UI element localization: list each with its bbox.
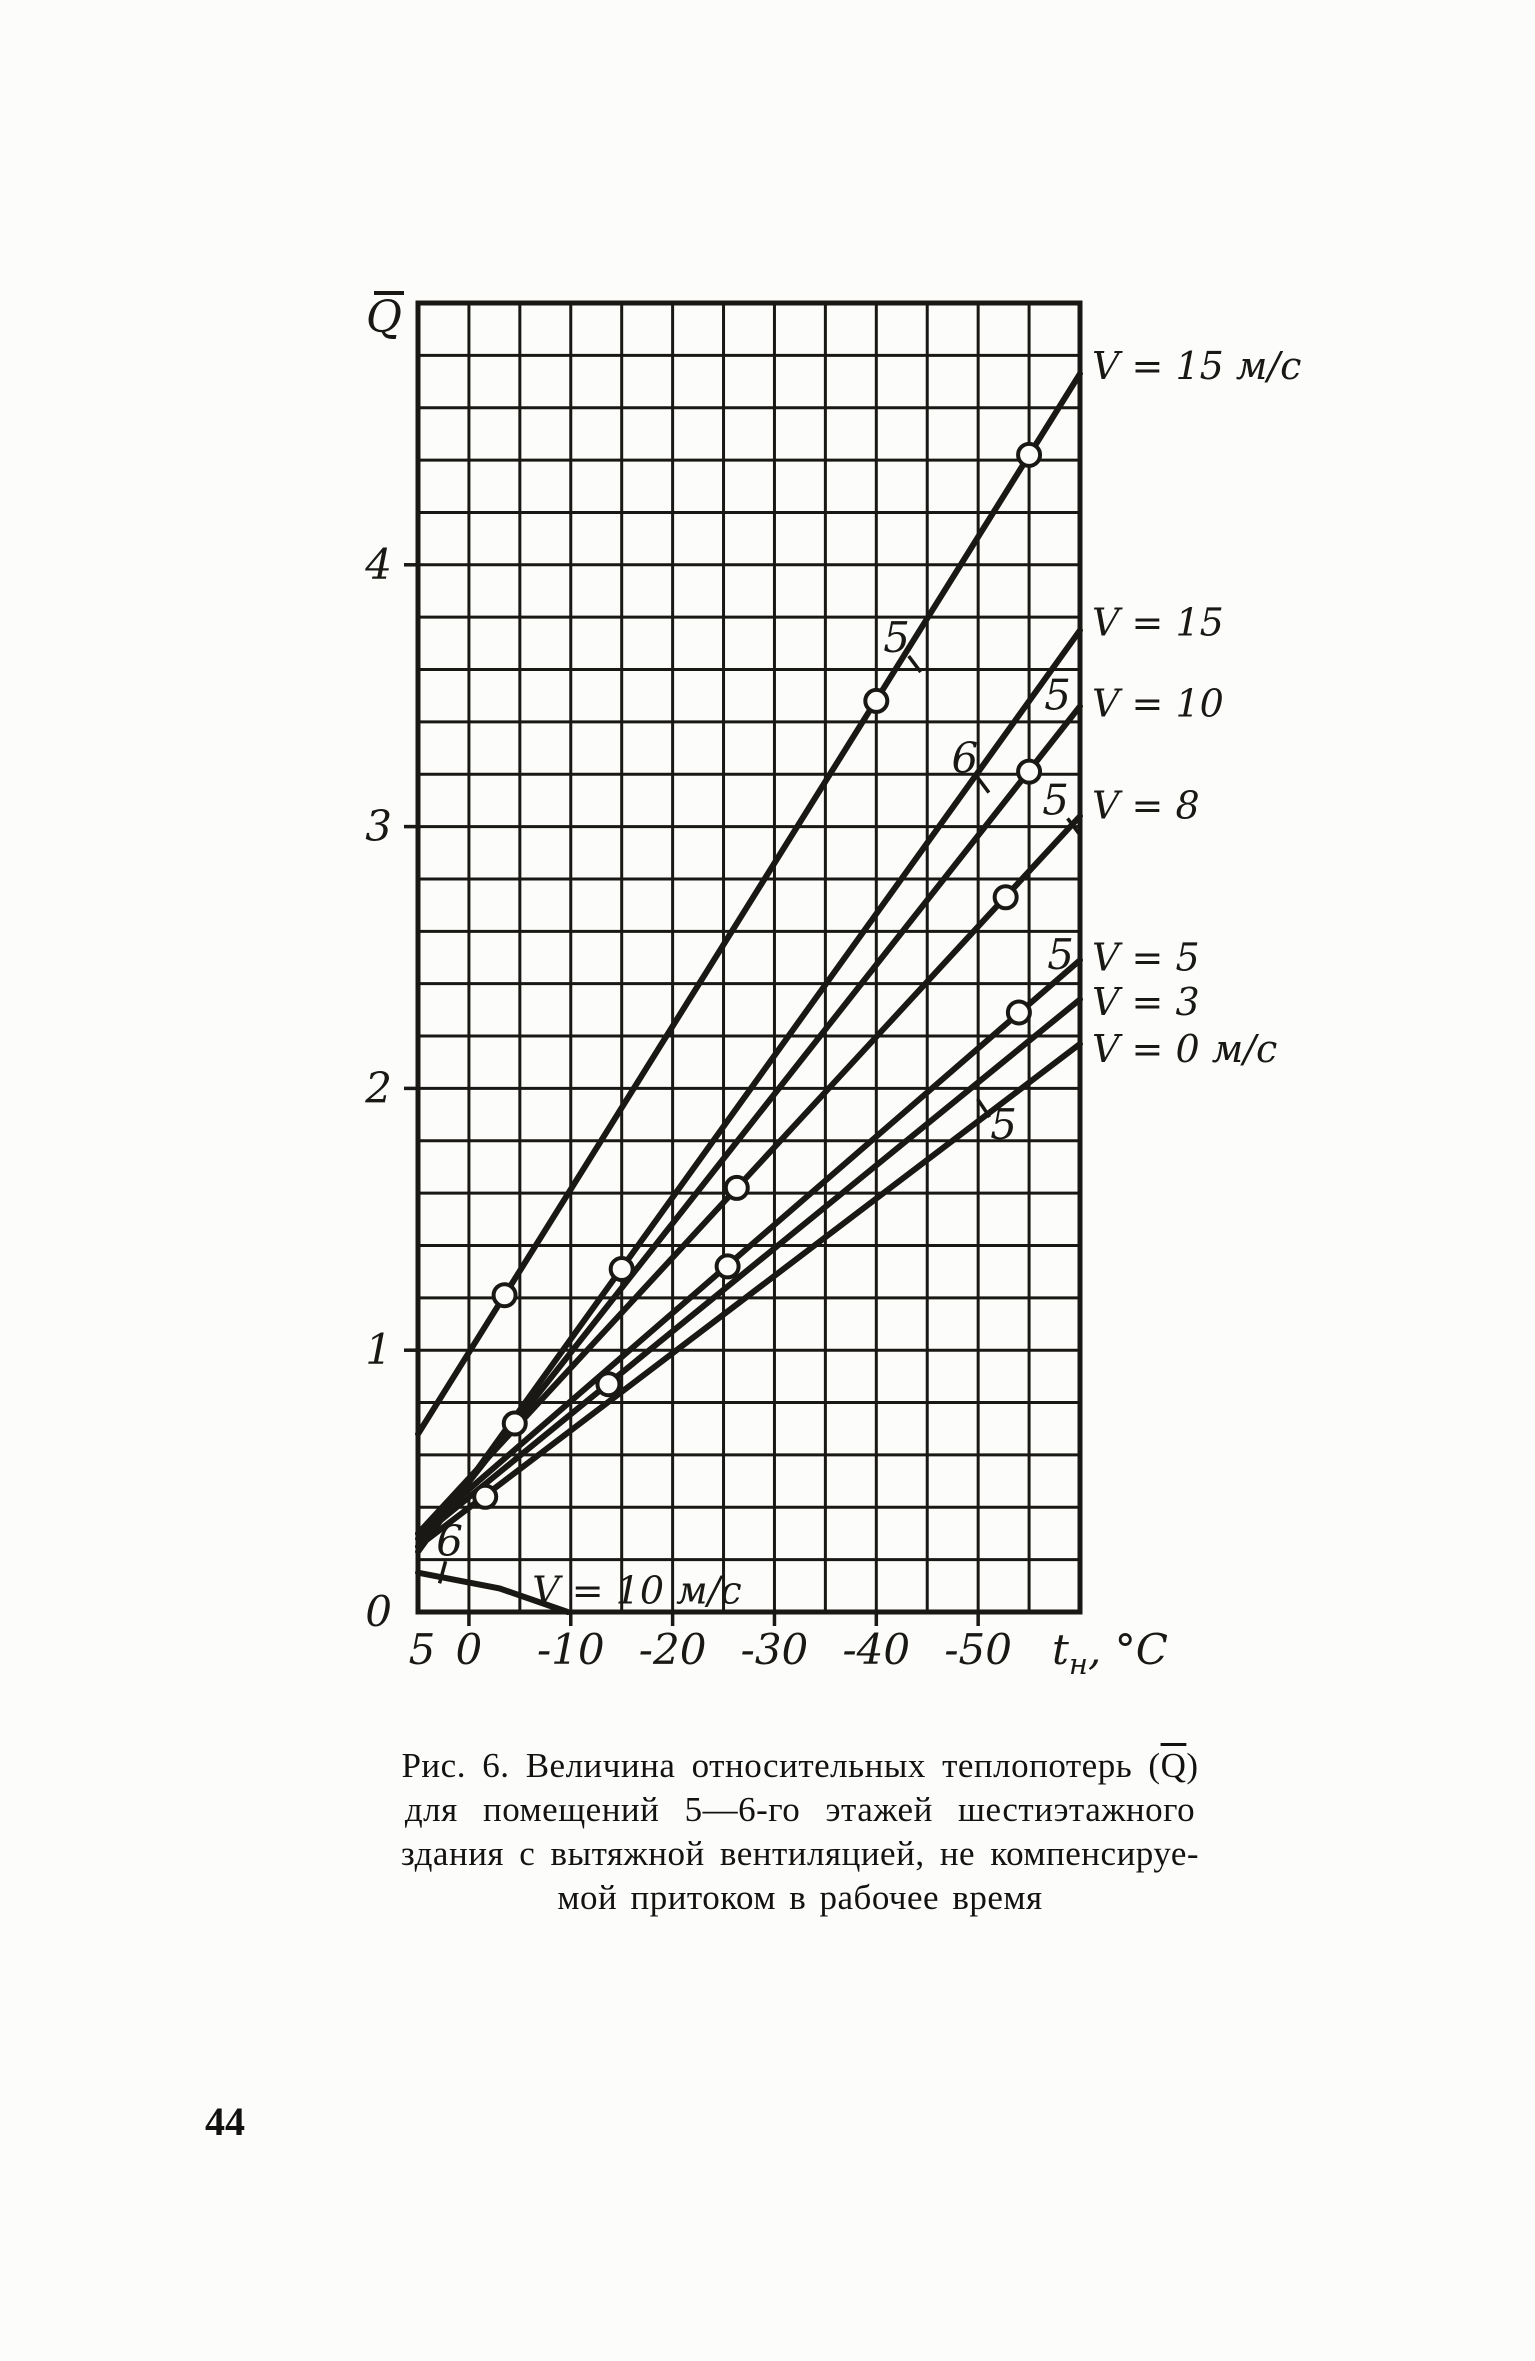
curve-floor6-v10-bottom bbox=[415, 1569, 571, 1615]
caption-line-1-text: Рис. 6. Величина относительных теплопоте… bbox=[401, 1746, 1161, 1785]
annotation-leader bbox=[976, 1098, 992, 1119]
caption-line-1: Рис. 6. Величина относительных теплопоте… bbox=[300, 1744, 1300, 1788]
caption-line-4: мой притоком в рабочее время bbox=[557, 1878, 1043, 1917]
curve-floor-v3 bbox=[415, 996, 1083, 1542]
data-point-marker bbox=[723, 1174, 750, 1201]
caption-line-3: здания с вытяжной вентиляцией, не компен… bbox=[400, 1834, 1200, 1873]
curve-floor5-v10 bbox=[415, 703, 1083, 1550]
curve-annotation: 5 bbox=[990, 1100, 1017, 1149]
y-tick-label: 4 bbox=[364, 540, 392, 589]
data-point-marker bbox=[1005, 999, 1032, 1026]
caption-line-2: для помещений 5—6-го этажей шестиэтажног… bbox=[404, 1790, 1196, 1829]
series-label-floor-v3: V = 3 bbox=[1092, 980, 1200, 1024]
caption-line-1-close: ) bbox=[1186, 1746, 1199, 1785]
annotation-leader bbox=[437, 1560, 448, 1584]
annotation-leader bbox=[907, 655, 923, 674]
x-tick-label: -20 bbox=[639, 1625, 707, 1674]
data-point-marker bbox=[595, 1371, 622, 1398]
curve-floor5-v15 bbox=[415, 370, 1083, 1437]
data-point-marker bbox=[1016, 441, 1043, 468]
data-point-marker bbox=[472, 1483, 499, 1510]
x-tick-label: 0 bbox=[456, 1625, 483, 1674]
series-label-floor5-v15: V = 15 м/с bbox=[1092, 344, 1301, 388]
y-axis-title: Q bbox=[366, 292, 402, 343]
series-label-floor5-v5: V = 5 bbox=[1092, 936, 1200, 980]
x-tick-label: -30 bbox=[741, 1625, 809, 1674]
curve-annotation: 5 bbox=[883, 613, 910, 662]
series-label-floor5-v10: V = 10 bbox=[1092, 682, 1224, 726]
curve-annotation: V = 10 м/с bbox=[532, 1569, 741, 1613]
x-tick-label: -50 bbox=[944, 1625, 1012, 1674]
curve-annotation: 6 bbox=[436, 1516, 463, 1565]
curve-annotation: 5 bbox=[1044, 671, 1071, 720]
series-label-floor6-v15: V = 15 bbox=[1092, 600, 1224, 644]
figure-caption: Рис. 6. Величина относительных теплопоте… bbox=[300, 1744, 1300, 1920]
curve-annotation: 5 bbox=[1047, 930, 1074, 979]
caption-q-symbol: Q bbox=[1160, 1746, 1187, 1785]
series-label-floor5-v8: V = 8 bbox=[1092, 784, 1200, 828]
annotation-leader bbox=[975, 775, 991, 794]
x-tick-label: -40 bbox=[842, 1625, 910, 1674]
data-point-marker bbox=[501, 1410, 528, 1437]
y-tick-label: 2 bbox=[364, 1063, 392, 1112]
page-number: 44 bbox=[205, 2099, 245, 2144]
curve-annotation: 5 bbox=[1042, 775, 1069, 824]
annotation-leader bbox=[1066, 817, 1081, 836]
data-point-marker bbox=[491, 1282, 518, 1309]
y-tick-label: 1 bbox=[365, 1325, 392, 1374]
curve-floor-v0 bbox=[415, 1040, 1083, 1550]
data-point-marker bbox=[1016, 758, 1043, 785]
x-axis-title: tн, °С bbox=[1052, 1625, 1168, 1681]
y-tick-label: 3 bbox=[365, 802, 392, 851]
curve-floor5-v5 bbox=[415, 957, 1083, 1537]
y-tick-label: 0 bbox=[365, 1587, 392, 1636]
curve-floor5-v8 bbox=[415, 813, 1083, 1537]
data-point-marker bbox=[714, 1253, 741, 1280]
curve-floor6-v15 bbox=[415, 627, 1083, 1555]
series-label-floor-v0: V = 0 м/с bbox=[1092, 1027, 1277, 1071]
data-point-marker bbox=[608, 1256, 635, 1283]
data-point-marker bbox=[992, 884, 1019, 911]
curve-annotation: 6 bbox=[952, 734, 979, 783]
x-tick-label: 5 bbox=[409, 1625, 436, 1674]
data-point-marker bbox=[863, 687, 890, 714]
x-tick-label: -10 bbox=[537, 1625, 605, 1674]
